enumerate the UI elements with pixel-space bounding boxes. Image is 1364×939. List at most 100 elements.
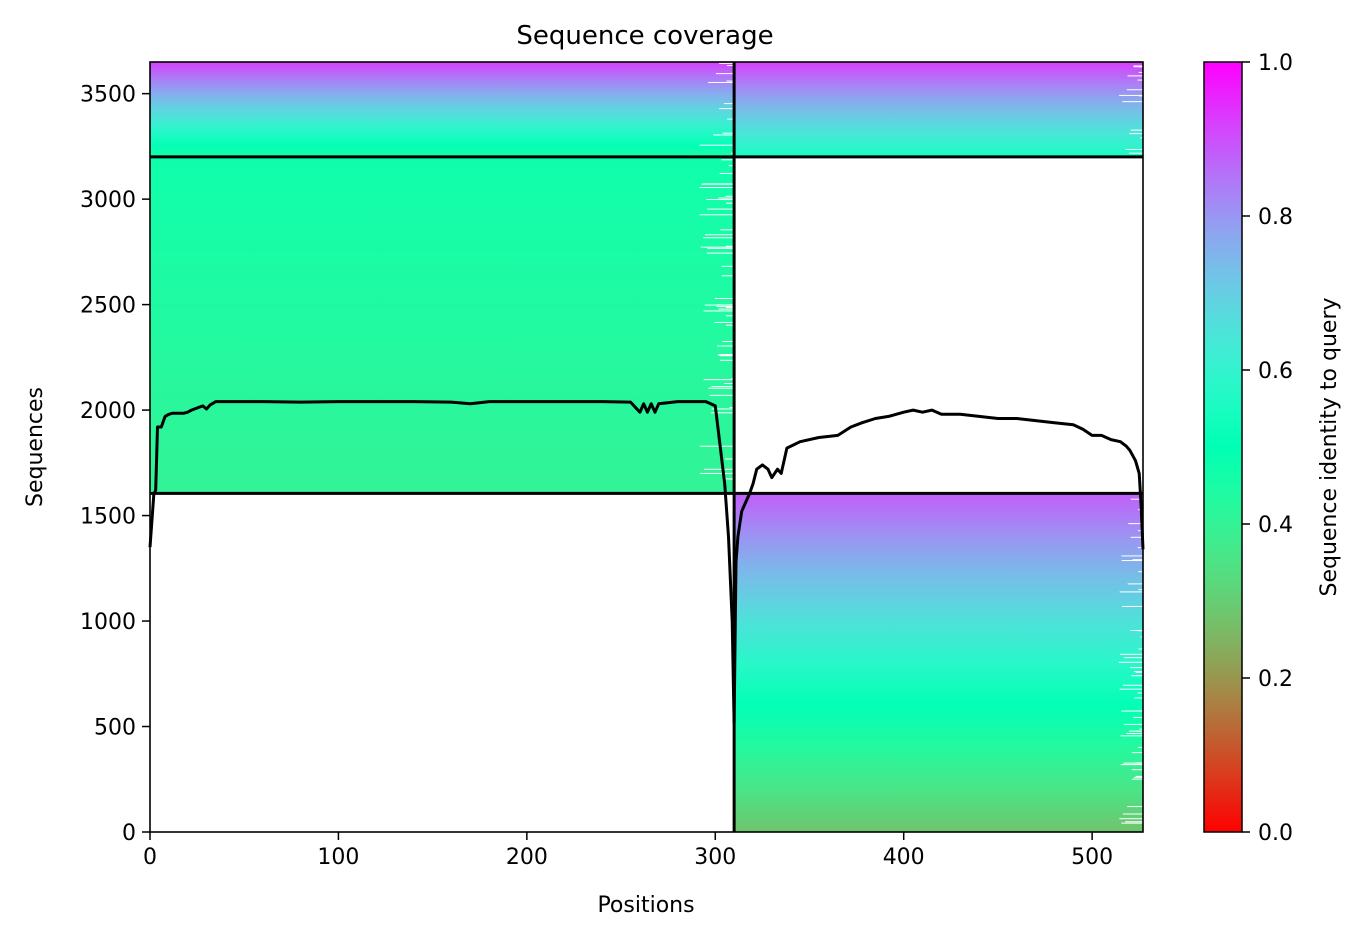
gap-streak <box>719 355 735 357</box>
gap-streak <box>1127 583 1143 585</box>
gap-streak <box>718 354 735 356</box>
gap-streak <box>1140 636 1143 638</box>
coverage-line <box>148 400 1145 724</box>
gap-streaks <box>1118 498 1143 824</box>
gap-streak <box>719 108 735 110</box>
gap-streak <box>707 208 735 210</box>
gap-streak <box>1121 710 1143 712</box>
gap-streak <box>1131 769 1143 771</box>
gap-streak <box>703 379 735 381</box>
y-tick-label: 1000 <box>80 610 136 635</box>
gap-streak <box>725 195 735 197</box>
gap-streak <box>700 472 735 474</box>
gap-streak <box>725 245 735 247</box>
x-tick-label: 400 <box>883 845 925 870</box>
colorbar-gradient <box>1203 61 1243 833</box>
gap-streak <box>1131 675 1143 677</box>
gap-streak <box>1131 752 1143 754</box>
gap-streak <box>709 394 735 396</box>
gap-streak <box>1140 137 1143 139</box>
gap-streak <box>1119 653 1143 655</box>
x-tick-label: 100 <box>317 845 359 870</box>
gap-streak <box>1122 813 1143 815</box>
plot-frame <box>149 61 1144 833</box>
gap-streak <box>1119 688 1143 690</box>
gap-streak <box>1131 778 1143 780</box>
gap-streak <box>728 165 735 167</box>
gap-streak <box>1137 547 1143 549</box>
gap-streak <box>1122 605 1143 607</box>
gap-streak <box>700 445 735 447</box>
colorbar-tick-label: 0.8 <box>1258 205 1293 230</box>
gap-streak <box>706 199 735 201</box>
gap-streak <box>1120 735 1143 737</box>
gap-streak <box>721 275 735 277</box>
colorbar-tick-label: 0.2 <box>1258 667 1293 692</box>
gap-streak <box>1124 657 1143 659</box>
gap-streak <box>1120 764 1143 766</box>
gap-streak <box>725 324 735 326</box>
gap-streak <box>1118 661 1143 663</box>
gap-streak <box>699 214 735 216</box>
x-axis-label: Positions <box>597 893 694 918</box>
coverage-line-layer <box>148 400 1145 724</box>
gap-streak <box>1134 671 1143 673</box>
gap-streak <box>1133 66 1143 68</box>
gap-streak <box>714 297 735 299</box>
gap-streak <box>1138 71 1143 73</box>
gap-streak <box>1133 776 1143 778</box>
gap-streak <box>722 132 735 134</box>
gap-streak <box>701 183 735 185</box>
gap-streak <box>722 478 735 480</box>
gap-streak <box>1137 530 1143 532</box>
gap-streak <box>716 73 735 75</box>
colorbar-tick-label: 0.0 <box>1258 821 1293 846</box>
gap-streak <box>1137 79 1143 81</box>
gap-streak <box>724 458 735 460</box>
gap-streak <box>708 387 735 389</box>
gap-streak <box>1127 806 1143 808</box>
gap-streak <box>729 406 735 408</box>
gap-streak <box>711 386 735 388</box>
gap-streak <box>699 144 735 146</box>
colorbar-label: Sequence identity to query <box>1317 297 1342 596</box>
gap-streak <box>1128 730 1143 732</box>
gap-streak <box>1129 133 1143 135</box>
y-tick-label: 2000 <box>80 399 136 424</box>
x-tick-label: 500 <box>1071 845 1113 870</box>
gap-streak <box>725 315 735 317</box>
gap-streak <box>713 134 735 136</box>
msa-blocks <box>150 62 1143 832</box>
gap-streak <box>1122 684 1143 686</box>
gap-streak <box>1132 559 1143 561</box>
gap-streak <box>724 383 735 385</box>
gap-streak <box>726 202 735 204</box>
chart-title: Sequence coverage <box>516 21 773 51</box>
y-tick-label: 1500 <box>80 505 136 530</box>
gap-streak <box>704 304 735 306</box>
gap-streak <box>1119 591 1143 593</box>
gap-streak <box>721 159 735 161</box>
gap-streak <box>1124 723 1143 725</box>
gap-streak <box>1121 560 1143 562</box>
x-tick-label: 300 <box>694 845 736 870</box>
gap-streak <box>711 412 735 414</box>
gap-streak <box>706 252 735 254</box>
y-tick-label: 3000 <box>80 188 136 213</box>
gap-streak <box>717 354 735 356</box>
y-tick-label: 3500 <box>80 83 136 108</box>
gap-streak <box>1128 523 1143 525</box>
colorbar-tick-label: 1.0 <box>1258 51 1293 76</box>
gap-streak <box>731 152 735 154</box>
msa-block <box>734 62 1143 157</box>
gap-streak <box>1139 95 1143 97</box>
gap-streak <box>720 229 735 231</box>
gap-streak <box>714 321 735 323</box>
gap-streak <box>703 237 735 239</box>
gap-streaks <box>699 159 735 480</box>
gap-streak <box>699 187 735 189</box>
gap-streak <box>1135 762 1143 764</box>
gap-streak <box>719 62 735 64</box>
x-tick-label: 0 <box>143 845 157 870</box>
